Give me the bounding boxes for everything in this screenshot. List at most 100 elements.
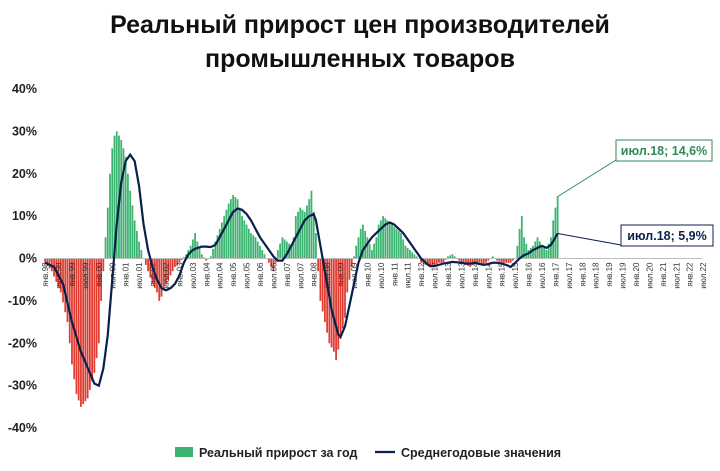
bar <box>529 247 532 259</box>
bar <box>429 258 431 267</box>
y-tick-label: 40% <box>12 82 37 96</box>
bar <box>133 220 136 259</box>
bar <box>194 233 196 259</box>
bar <box>402 239 405 259</box>
x-tick-label: янв.02 <box>149 262 158 287</box>
bar <box>393 226 396 259</box>
bar <box>59 258 62 293</box>
x-tick-label: янв.99 <box>68 262 77 287</box>
x-tick-label: июл.12 <box>431 262 440 289</box>
bar <box>523 237 525 259</box>
bar <box>212 248 214 259</box>
bar <box>453 256 456 259</box>
bar <box>178 258 181 263</box>
bar <box>221 222 223 259</box>
bar <box>431 258 434 266</box>
x-tick-label: июл.02 <box>162 262 171 289</box>
bar <box>209 256 212 259</box>
bar <box>323 258 326 323</box>
bar <box>507 258 510 263</box>
bar <box>276 250 279 259</box>
bar <box>518 228 521 259</box>
bar <box>496 258 499 261</box>
bar <box>516 245 519 259</box>
callout-bar-text: июл.18; 14,6% <box>621 144 707 158</box>
bar <box>491 256 494 259</box>
bar <box>335 258 337 361</box>
chart-title-line1: Реальный прирост цен производителей <box>110 11 610 39</box>
bar <box>500 258 503 263</box>
bar <box>377 224 380 259</box>
bar <box>413 254 416 259</box>
x-tick-label: янв.14 <box>471 262 480 287</box>
bar <box>373 243 376 259</box>
bar <box>129 190 132 259</box>
bar <box>75 258 78 395</box>
bar <box>167 258 170 280</box>
callout-line-text: июл.18; 5,9% <box>627 229 707 243</box>
bar <box>532 245 534 259</box>
bar <box>471 258 474 265</box>
bar <box>66 258 69 323</box>
bar <box>290 245 293 259</box>
bar <box>368 243 371 259</box>
bar <box>102 258 105 272</box>
bar <box>415 256 418 259</box>
bar <box>433 258 436 265</box>
x-tick-label: янв.09 <box>337 262 346 287</box>
bar <box>411 252 414 259</box>
bar <box>397 230 400 259</box>
bar <box>127 173 129 259</box>
bar <box>245 224 248 259</box>
bar <box>151 258 154 284</box>
y-tick-label: -30% <box>8 379 37 393</box>
x-tick-label: янв.11 <box>390 262 399 286</box>
bar <box>113 135 116 259</box>
bar <box>520 216 523 259</box>
bar <box>541 245 543 259</box>
bar <box>337 258 340 350</box>
bar <box>440 258 443 263</box>
bar <box>48 258 51 269</box>
y-tick-label: -10% <box>8 294 37 308</box>
bar <box>435 258 438 264</box>
x-tick-label: янв.06 <box>256 262 265 287</box>
legend-bar-label: Реальный прирост за год <box>199 446 357 460</box>
x-tick-label: июл.03 <box>189 262 198 289</box>
bar <box>341 258 344 329</box>
bar <box>404 245 407 259</box>
x-tick-label: янв.18 <box>578 262 587 287</box>
bar <box>200 254 203 259</box>
bar <box>259 245 261 259</box>
bar <box>317 258 320 272</box>
bar <box>122 148 125 259</box>
average-line <box>44 152 559 388</box>
bar <box>247 228 250 259</box>
bar <box>225 209 228 259</box>
bar <box>261 250 264 259</box>
bar <box>447 256 449 259</box>
bar <box>97 258 100 344</box>
bar <box>268 258 270 263</box>
bar <box>272 258 275 272</box>
bar <box>350 258 353 267</box>
y-axis-ticks: 40% 30% 20% 10% 0% -10% -20% -30% -40% <box>8 82 37 435</box>
x-tick-label: янв.08 <box>310 262 319 287</box>
x-tick-label: янв.17 <box>551 262 560 287</box>
bar <box>46 258 49 266</box>
x-tick-label: июл.09 <box>350 262 359 289</box>
bar <box>395 228 398 259</box>
bar <box>332 258 335 352</box>
bar <box>236 199 239 259</box>
x-tick-label: янв.10 <box>363 262 372 287</box>
bar <box>106 207 109 259</box>
bar <box>303 211 306 259</box>
bar <box>382 216 384 259</box>
bar <box>482 258 485 265</box>
bar <box>71 258 73 365</box>
bar <box>438 258 440 263</box>
bar <box>234 197 237 259</box>
x-tick-label: июл.16 <box>538 262 547 289</box>
bar <box>543 247 546 259</box>
bar <box>545 250 548 259</box>
